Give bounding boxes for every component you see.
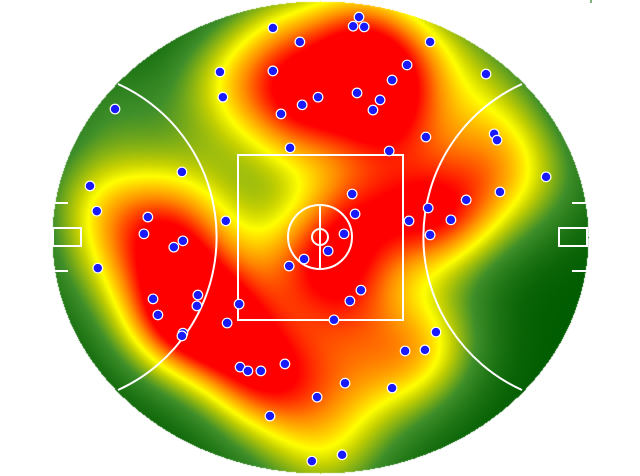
data-point xyxy=(430,326,442,338)
data-point xyxy=(339,377,351,389)
data-point xyxy=(419,344,431,356)
data-point xyxy=(109,103,121,115)
centre-square xyxy=(237,154,404,321)
data-point xyxy=(353,11,365,23)
data-point xyxy=(294,36,306,48)
data-point xyxy=(138,228,150,240)
right-goal-square xyxy=(558,227,588,247)
data-point xyxy=(177,235,189,247)
data-point xyxy=(401,59,413,71)
data-point xyxy=(351,87,363,99)
data-point xyxy=(220,215,232,227)
data-point xyxy=(420,131,432,143)
data-point xyxy=(540,171,552,183)
data-point xyxy=(267,65,279,77)
data-point xyxy=(283,260,295,272)
left-goal-square xyxy=(52,227,82,247)
data-point xyxy=(347,20,359,32)
data-point xyxy=(346,188,358,200)
data-point xyxy=(491,134,503,146)
data-point xyxy=(358,21,370,33)
data-point xyxy=(192,289,204,301)
data-point xyxy=(242,365,254,377)
data-point xyxy=(91,205,103,217)
data-point xyxy=(399,345,411,357)
data-point xyxy=(328,314,340,326)
field-markings xyxy=(52,83,588,391)
data-point xyxy=(424,229,436,241)
data-point xyxy=(176,166,188,178)
data-point xyxy=(383,145,395,157)
data-point xyxy=(214,66,226,78)
data-point xyxy=(424,36,436,48)
data-point xyxy=(422,202,434,214)
data-point xyxy=(176,330,188,342)
data-point xyxy=(338,228,350,240)
data-point xyxy=(322,245,334,257)
data-point xyxy=(355,284,367,296)
data-point xyxy=(386,74,398,86)
data-point xyxy=(296,99,308,111)
data-point xyxy=(267,22,279,34)
data-point xyxy=(494,186,506,198)
data-point xyxy=(312,91,324,103)
data-point xyxy=(344,295,356,307)
data-point xyxy=(142,211,154,223)
data-point xyxy=(147,293,159,305)
data-point xyxy=(279,358,291,370)
data-point xyxy=(168,241,180,253)
data-point xyxy=(336,449,348,461)
data-point xyxy=(264,410,276,422)
data-point xyxy=(255,365,267,377)
left-50m-arc xyxy=(117,83,218,391)
data-point xyxy=(221,317,233,329)
data-point xyxy=(311,391,323,403)
data-point xyxy=(480,68,492,80)
data-point xyxy=(191,300,203,312)
data-point xyxy=(386,382,398,394)
data-point xyxy=(306,455,318,467)
data-point xyxy=(233,298,245,310)
data-point xyxy=(374,94,386,106)
data-point xyxy=(217,91,229,103)
data-point xyxy=(92,262,104,274)
data-point xyxy=(349,208,361,220)
data-point xyxy=(445,214,457,226)
data-point xyxy=(367,104,379,116)
data-point xyxy=(298,253,310,265)
data-point xyxy=(284,142,296,154)
right-50m-arc xyxy=(422,83,523,391)
points-layer xyxy=(84,11,552,467)
data-point xyxy=(152,309,164,321)
data-point xyxy=(460,194,472,206)
data-point xyxy=(403,215,415,227)
data-point xyxy=(84,180,96,192)
data-point xyxy=(275,108,287,120)
